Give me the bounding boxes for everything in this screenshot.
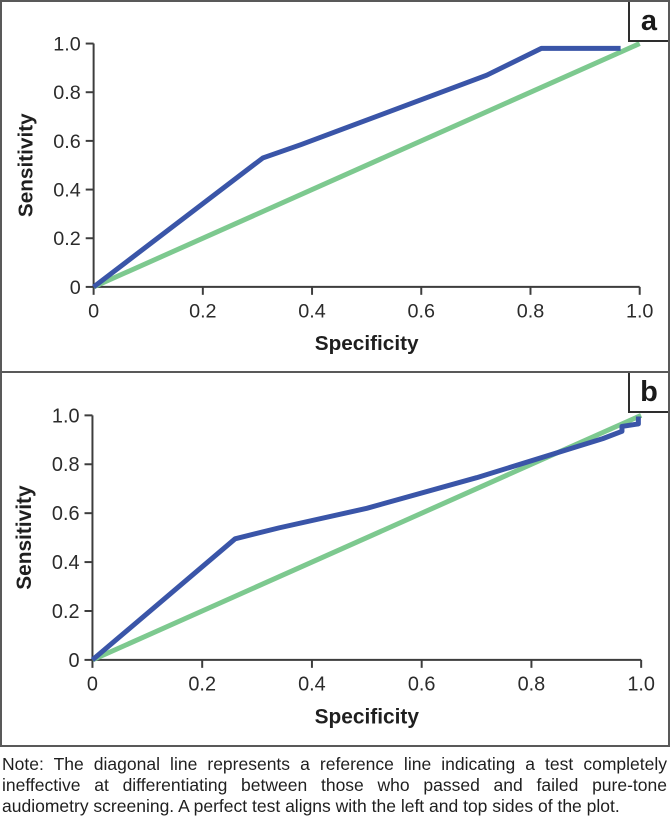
y-tick-label: 0.2 (52, 601, 80, 623)
y-tick-label: 0.4 (52, 552, 80, 574)
roc-curve-line (92, 45, 621, 289)
y-tick-label: 0 (68, 650, 79, 672)
y-tick-label: 0.6 (52, 503, 80, 525)
roc-chart-b: 0 0.2 0.4 0.6 0.8 1.0 0 0.2 0.4 0.6 0.8 1.0 Specific… (13, 405, 655, 729)
y-tick-label: 0.6 (53, 131, 80, 153)
x-tick-label: 0 (87, 674, 98, 696)
x-tick-label: 0.8 (518, 674, 546, 696)
roc-panel-a: 0 0.2 0.4 0.6 0.8 1.0 0 0.2 0.4 0.6 0.8 1.0 Specific… (0, 0, 670, 373)
y-tick-label: 0.4 (53, 179, 80, 201)
x-tick-label: 0.6 (408, 301, 435, 323)
x-tick-label: 0.4 (298, 301, 325, 323)
x-tick-label: 0.4 (298, 674, 326, 696)
reference-diagonal-line (92, 41, 641, 290)
x-axis-title: Specificity (315, 332, 419, 355)
y-tick-label: 1.0 (53, 33, 80, 55)
y-tick-label: 0 (70, 277, 81, 299)
y-axis-title: Sensitivity (14, 113, 37, 217)
x-tick-label: 0.2 (188, 674, 216, 696)
roc-panel-b: 0 0.2 0.4 0.6 0.8 1.0 0 0.2 0.4 0.6 0.8 1.0 Specific… (0, 373, 670, 747)
y-axis-title: Sensitivity (13, 485, 36, 590)
y-tick-label: 1.0 (52, 405, 80, 427)
roc-chart-a: 0 0.2 0.4 0.6 0.8 1.0 0 0.2 0.4 0.6 0.8 1.0 Specific… (14, 33, 653, 355)
x-tick-label: 1.0 (626, 301, 653, 323)
x-tick-label: 0.8 (517, 301, 544, 323)
panel-label-b: b (628, 373, 668, 413)
figure-note: Note: The diagonal line represents a ref… (2, 754, 667, 816)
x-tick-label: 0 (88, 301, 99, 323)
y-tick-label: 0.8 (53, 82, 80, 104)
y-tick-label: 0.2 (53, 228, 80, 250)
x-tick-label: 1.0 (627, 674, 655, 696)
roc-curve-line (90, 416, 641, 662)
panel-label-a: a (628, 2, 668, 42)
x-tick-label: 0.6 (408, 674, 436, 696)
x-tick-label: 0.2 (189, 301, 216, 323)
x-axis-title: Specificity (315, 706, 420, 729)
y-tick-label: 0.8 (52, 454, 80, 476)
